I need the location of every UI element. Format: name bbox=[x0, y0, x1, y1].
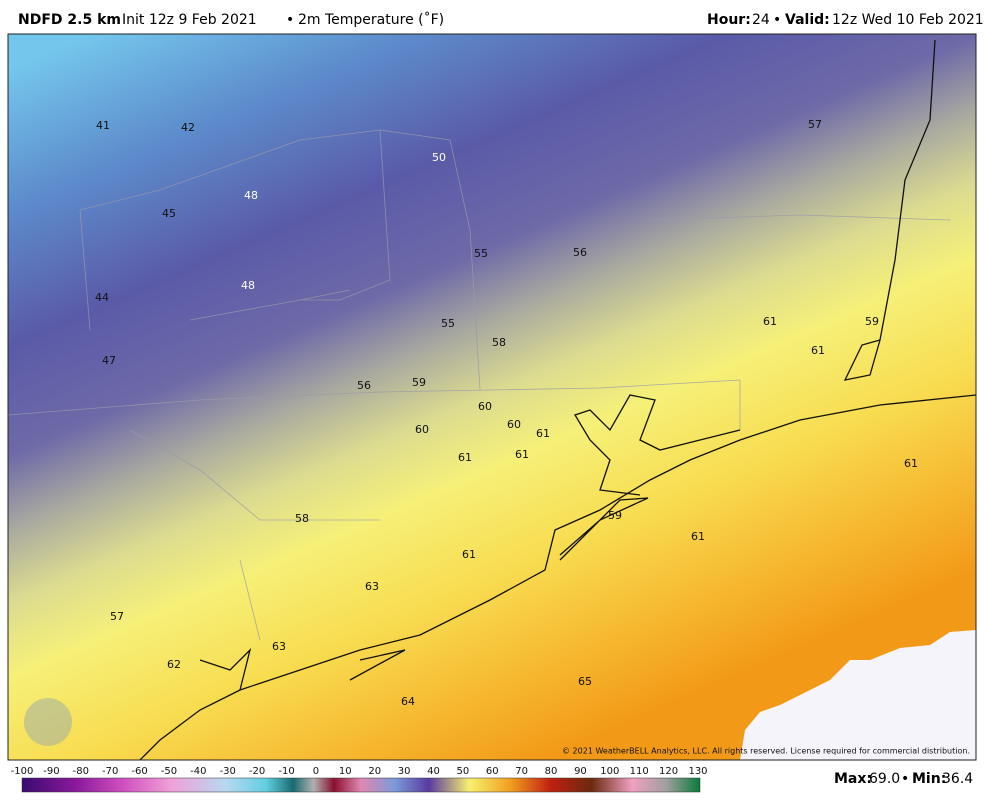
temperature-label: 61 bbox=[515, 448, 529, 461]
temperature-label: 61 bbox=[904, 457, 918, 470]
colorbar-tick-label: -40 bbox=[190, 766, 206, 777]
hour: 24 bbox=[752, 12, 770, 28]
county-lines bbox=[8, 129, 951, 641]
colorbar-tick-label: 60 bbox=[486, 766, 499, 777]
temperature-label: 61 bbox=[811, 344, 825, 357]
max-label: Max: bbox=[834, 771, 872, 787]
copyright: © 2021 WeatherBELL Analytics, LLC. All r… bbox=[562, 747, 970, 756]
temperature-label: 44 bbox=[95, 291, 109, 304]
coastline bbox=[139, 39, 976, 760]
max: 69.0 bbox=[869, 771, 900, 787]
temperature-label: 61 bbox=[462, 548, 476, 561]
colorbar-tick-label: 80 bbox=[545, 766, 558, 777]
colorbar-tick-label: 120 bbox=[659, 766, 678, 777]
no-data bbox=[740, 630, 976, 760]
colorbar-tick-label: 130 bbox=[688, 766, 707, 777]
temperature-label: 58 bbox=[295, 512, 309, 525]
logo bbox=[24, 698, 72, 746]
min-label: Min: bbox=[912, 771, 946, 787]
temperature-label: 62 bbox=[167, 658, 181, 671]
temperature-label: 59 bbox=[608, 509, 622, 522]
temperature-label: 61 bbox=[536, 427, 550, 440]
colorbar-ticks: -100 -90 -80 -70 -60 -50 -40 -30 -20 -10 0 10 20 30 40… bbox=[11, 766, 708, 777]
separator: • bbox=[286, 12, 294, 28]
temperature-label: 48 bbox=[241, 279, 255, 292]
min: 36.4 bbox=[942, 771, 973, 787]
temperature-label: 45 bbox=[162, 207, 176, 220]
temperature-label: 61 bbox=[763, 315, 777, 328]
init: Init 12z 9 Feb 2021 bbox=[122, 12, 257, 28]
temperature-label: 61 bbox=[458, 451, 472, 464]
colorbar-tick-label: 50 bbox=[457, 766, 470, 777]
hour-label: Hour: bbox=[707, 12, 751, 28]
temperature-label: 56 bbox=[573, 246, 587, 259]
temperature-label: 48 bbox=[244, 189, 258, 202]
temperature-label: 47 bbox=[102, 354, 116, 367]
colorbar-tick-label: -80 bbox=[73, 766, 89, 777]
colorbar-tick-label: -20 bbox=[249, 766, 265, 777]
temperature-label: 60 bbox=[478, 400, 492, 413]
colorbar-tick-label: -90 bbox=[43, 766, 59, 777]
valid: 12z Wed 10 Feb 2021 bbox=[832, 12, 984, 28]
temperature-label: 42 bbox=[181, 121, 195, 134]
temperature-label: 57 bbox=[110, 610, 124, 623]
temperature-label: 63 bbox=[272, 640, 286, 653]
temperature-label: 64 bbox=[401, 695, 415, 708]
colorbar-tick-label: -50 bbox=[161, 766, 177, 777]
colorbar-tick-label: -30 bbox=[220, 766, 236, 777]
separator: • bbox=[901, 771, 909, 787]
colorbar-tick-label: 10 bbox=[339, 766, 352, 777]
colorbar-tick-label: 0 bbox=[313, 766, 319, 777]
colorbar-tick-label: 90 bbox=[574, 766, 587, 777]
temperature-label: 61 bbox=[691, 530, 705, 543]
temperature-label: 55 bbox=[474, 247, 488, 260]
colorbar-tick-label: 20 bbox=[368, 766, 381, 777]
model: NDFD 2.5 km bbox=[18, 12, 121, 28]
temperature-label: 59 bbox=[865, 315, 879, 328]
colorbar-tick-label: -100 bbox=[11, 766, 34, 777]
colorbar-tick-label: -70 bbox=[102, 766, 118, 777]
colorbar-tick-label: -60 bbox=[131, 766, 147, 777]
colorbar bbox=[21, 777, 701, 793]
temperature-field bbox=[8, 34, 976, 760]
field: 2m Temperature (˚F) bbox=[298, 11, 444, 28]
temperature-label: 60 bbox=[415, 423, 429, 436]
temperature-label: 56 bbox=[357, 379, 371, 392]
colorbar-tick-label: 30 bbox=[398, 766, 411, 777]
colorbar-tick-label: 40 bbox=[427, 766, 440, 777]
temperature-labels: 41 42 50 57 48 45 55 56 44 48 55 58 61 59 61 47 56 59 60 60… bbox=[95, 118, 918, 708]
temperature-label: 58 bbox=[492, 336, 506, 349]
colorbar-tick-label: 70 bbox=[515, 766, 528, 777]
temperature-label: 57 bbox=[808, 118, 822, 131]
temperature-label: 41 bbox=[96, 119, 110, 132]
temperature-label: 59 bbox=[412, 376, 426, 389]
temperature-label: 60 bbox=[507, 418, 521, 431]
temperature-label: 65 bbox=[578, 675, 592, 688]
map: 41 42 50 57 48 45 55 56 44 48 55 58 61 59 61 47 56 59 60 60… bbox=[8, 34, 976, 760]
temperature-label: 55 bbox=[441, 317, 455, 330]
valid-label: Valid: bbox=[785, 12, 830, 28]
temperature-label: 63 bbox=[365, 580, 379, 593]
temperature-label: 50 bbox=[432, 151, 446, 164]
colorbar-tick-label: -10 bbox=[278, 766, 294, 777]
colorbar-tick-label: 110 bbox=[630, 766, 649, 777]
colorbar-tick-label: 100 bbox=[600, 766, 619, 777]
map-frame bbox=[7, 33, 977, 761]
separator: • bbox=[773, 12, 781, 28]
